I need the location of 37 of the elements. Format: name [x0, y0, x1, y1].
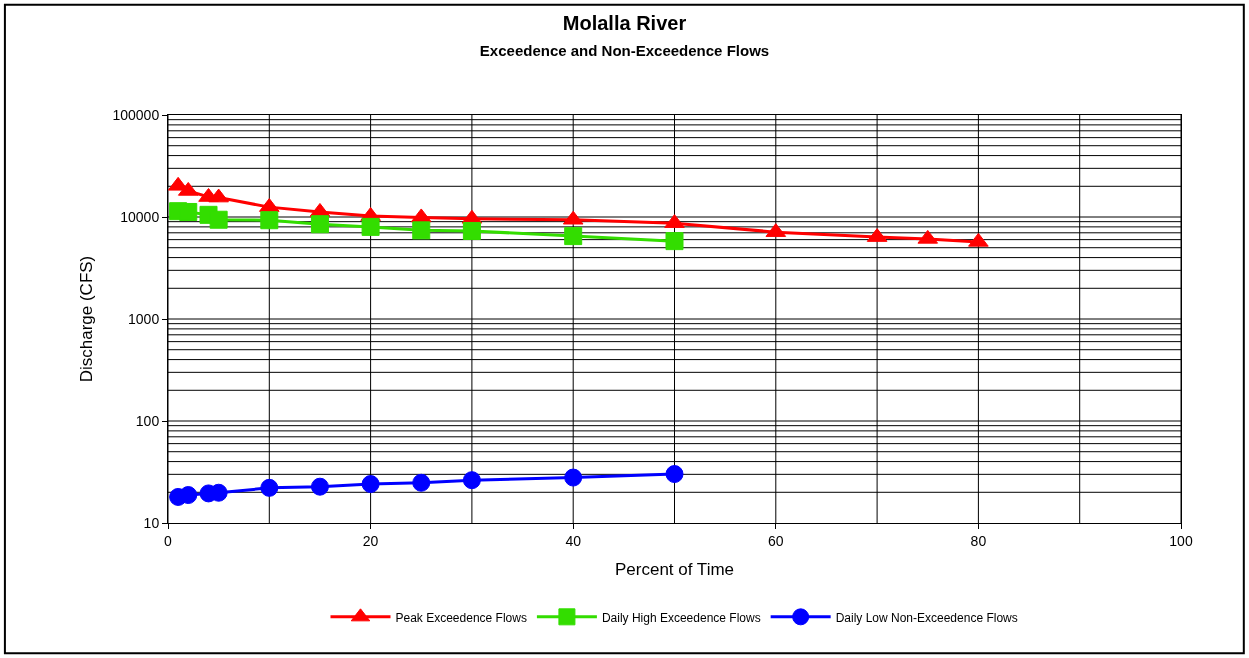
y-axis-title: Discharge (CFS): [77, 255, 97, 383]
point: [361, 217, 380, 236]
x-tick-label: 0: [164, 532, 173, 549]
x-tick-label: 40: [565, 532, 582, 549]
legend-label: Daily High Exceedence Flows: [601, 610, 761, 625]
chart-title: Molalla River: [562, 11, 687, 34]
point: [179, 486, 198, 505]
chart-subtitle: Exceedence and Non-Exceedence Flows: [479, 41, 770, 59]
point: [412, 221, 431, 240]
point: [260, 211, 279, 230]
point: [665, 232, 684, 251]
x-tick-label: 80: [970, 532, 987, 549]
y-tick-label: 100: [135, 412, 160, 429]
point: [260, 478, 279, 497]
point: [462, 471, 481, 490]
point: [665, 465, 684, 484]
legend-label: Peak Exceedence Flows: [395, 610, 527, 625]
point: [310, 477, 329, 496]
point: [209, 210, 228, 229]
y-tick-label: 10: [143, 514, 160, 531]
point: [462, 221, 481, 240]
x-axis-title: Percent of Time: [614, 560, 735, 580]
point: [361, 475, 380, 494]
y-tick-label: 1000: [128, 310, 160, 327]
y-tick-label: 10000: [120, 208, 160, 225]
point: [564, 468, 583, 487]
legend-label: Daily Low Non-Exceedence Flows: [835, 610, 1018, 625]
x-tick-label: 100: [1169, 532, 1193, 549]
point: [968, 232, 989, 247]
point: [208, 188, 229, 203]
y-tick-label: 100000: [112, 106, 160, 123]
point: [179, 202, 198, 221]
point: [564, 227, 583, 246]
point: [412, 473, 431, 492]
x-tick-label: 20: [362, 532, 379, 549]
x-tick-label: 60: [768, 532, 784, 549]
point: [310, 215, 329, 234]
